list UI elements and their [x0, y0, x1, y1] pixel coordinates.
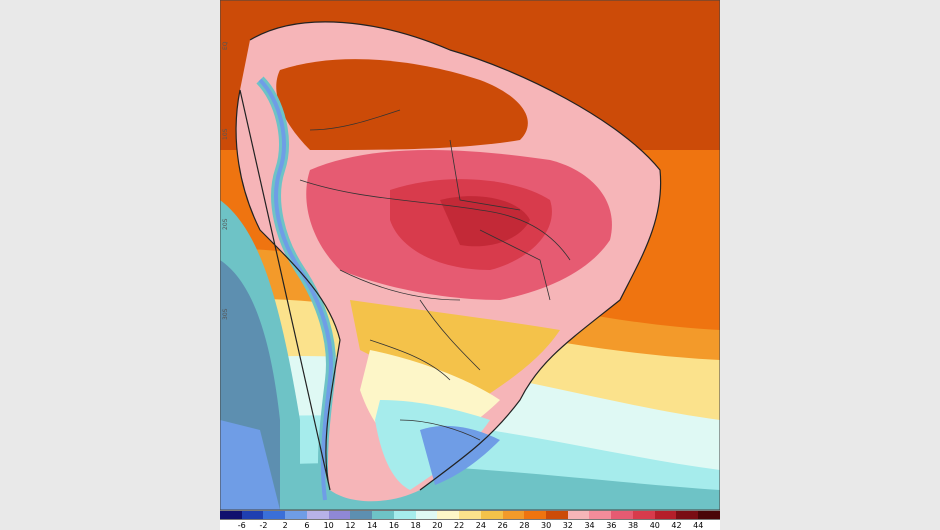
colorbar-swatch	[263, 511, 286, 519]
colorbar-swatch	[567, 511, 590, 519]
colorbar-tick-label: 18	[410, 521, 421, 530]
lat-label-30s-left: 30S	[222, 308, 229, 320]
colorbar-tick-label: 16	[388, 521, 399, 530]
colorbar-swatch	[285, 511, 307, 519]
colorbar-tick-label: 32	[562, 521, 573, 530]
lat-label-20s-left: 20S	[222, 218, 229, 230]
colorbar-swatch	[372, 511, 394, 519]
temperature-map: EQ 10S 20S 30S	[220, 0, 720, 510]
colorbar-swatch	[437, 511, 460, 519]
colorbar-swatch	[393, 511, 416, 519]
colorbar-swatch	[546, 511, 568, 519]
colorbar-swatch	[589, 511, 612, 519]
colorbar-tick-label: -6	[237, 521, 246, 530]
colorbar-tick-label: 24	[475, 521, 486, 530]
colorbar-swatch	[698, 511, 720, 519]
colorbar-swatch	[480, 511, 503, 519]
map-canvas	[220, 0, 720, 510]
colorbar-tick-label: 28	[519, 521, 530, 530]
colorbar-tick-label: 42	[671, 521, 682, 530]
colorbar-tick-label: 22	[454, 521, 465, 530]
colorbar-swatch	[306, 511, 329, 519]
colorbar-tick-label: 36	[606, 521, 617, 530]
colorbar-tick-label: -2	[259, 521, 268, 530]
colorbar-swatch	[415, 511, 438, 519]
colorbar-ticks: -6 -2 2 6 10 12 14 16 18 20 22 24 26 28 30 32 34 36 38 40 42…	[220, 520, 720, 530]
forecast-map-frame: EQ 10S 20S 30S -6 -2 2 6 10 12 14 16 18 20 22 24 26 2…	[220, 0, 720, 530]
colorbar-swatch	[459, 511, 481, 519]
colorbar-swatch	[241, 511, 264, 519]
colorbar-swatch	[611, 511, 633, 519]
colorbar-tick-label: 26	[497, 521, 508, 530]
colorbar-tick-label: 14	[367, 521, 378, 530]
colorbar-tick-label: 40	[649, 521, 660, 530]
colorbar-tick-label: 2	[282, 521, 288, 530]
colorbar-tick-label: 12	[345, 521, 356, 530]
colorbar-tick-label: 38	[627, 521, 639, 530]
colorbar-tick-label: 30	[540, 521, 552, 530]
colorbar-swatch	[676, 511, 699, 519]
colorbar-swatches	[220, 510, 720, 520]
lat-label-eq-left: EQ	[222, 41, 229, 50]
colorbar-tick-label: 6	[304, 521, 310, 530]
colorbar-tick-label: 34	[584, 521, 595, 530]
colorbar-tick-label: 20	[432, 521, 443, 530]
colorbar-swatch	[502, 511, 525, 519]
colorbar-tick-label: 10	[323, 521, 334, 530]
colorbar-swatch	[350, 511, 373, 519]
colorbar-tick-label: 44	[693, 521, 704, 530]
colorbar-swatch	[328, 511, 351, 519]
colorbar-swatch	[654, 511, 677, 519]
country-borders	[299, 109, 571, 441]
coastline	[235, 21, 662, 491]
colorbar-swatch	[632, 511, 655, 519]
colorbar-swatch	[524, 511, 547, 519]
lat-label-10s-left: 10S	[222, 128, 229, 140]
temperature-colorbar: -6 -2 2 6 10 12 14 16 18 20 22 24 26 28 30 32 34 36 38 40 42…	[220, 510, 720, 530]
colorbar-swatch	[220, 511, 242, 519]
